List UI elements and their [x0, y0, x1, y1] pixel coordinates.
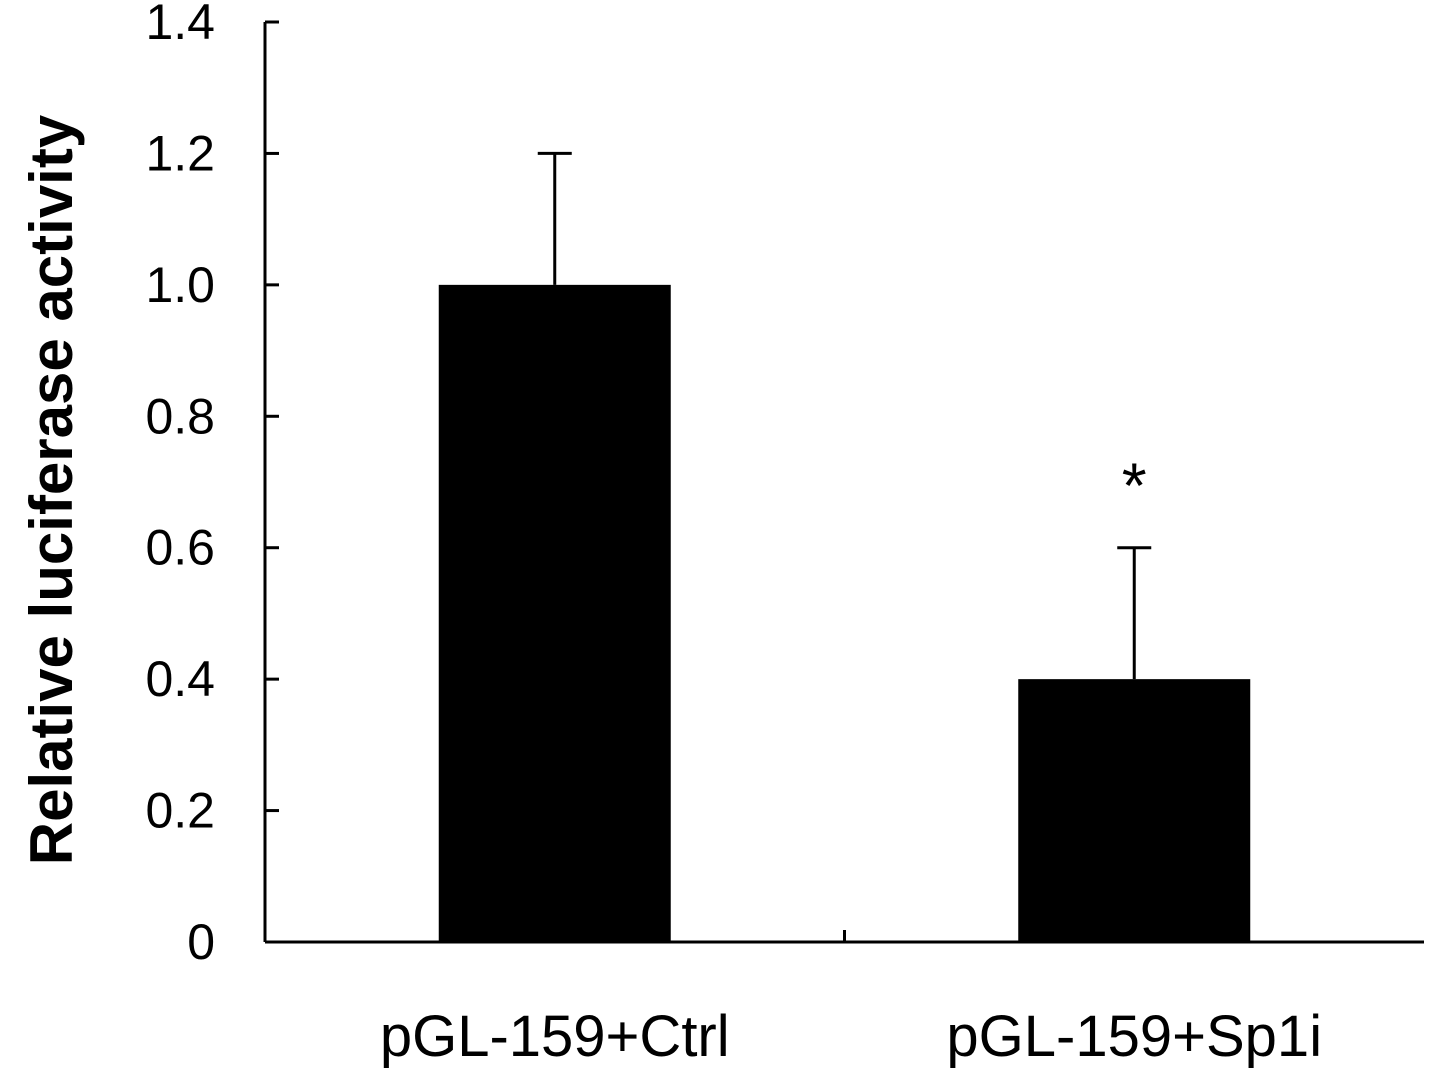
y-tick-label: 0.6 [145, 520, 215, 576]
bar-ctrl [438, 284, 671, 942]
y-axis-title: Relative luciferase activity [18, 114, 85, 865]
y-tick-label: 0 [187, 914, 215, 970]
y-tick-label: 0.4 [145, 651, 215, 707]
significance-marker: * [1122, 450, 1147, 522]
x-category-label: pGL-159+Ctrl [380, 1004, 730, 1069]
x-category-label: pGL-159+Sp1i [946, 1004, 1322, 1069]
y-tick-label: 0.8 [145, 388, 215, 444]
y-tick-label: 1.4 [145, 0, 215, 50]
bars [438, 151, 1251, 942]
y-tick-label: 1.0 [145, 257, 215, 313]
bar-sp1i [1018, 679, 1251, 942]
y-tick-label: 1.2 [145, 125, 215, 181]
y-tick-label: 0.2 [145, 783, 215, 839]
labels: 0 0.2 0.4 0.6 0.8 1.0 1.2 1.4 pGL-159+Ctrl pGL-15… [145, 0, 1322, 1069]
